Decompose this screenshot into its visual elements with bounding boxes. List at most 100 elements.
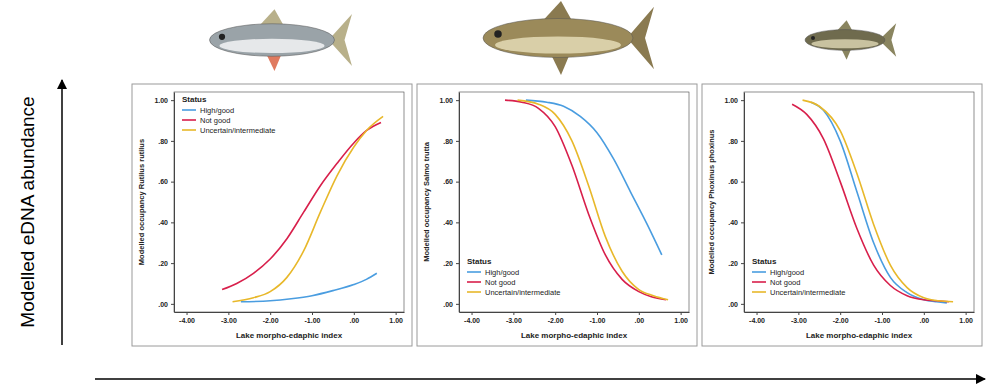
tick-mark	[270, 312, 271, 315]
axis-line	[459, 93, 460, 313]
tick: 1.00	[389, 312, 403, 324]
x-arrow	[95, 378, 985, 380]
tick-mark	[741, 304, 744, 305]
x-axis-title: Lake morpho-edaphic index	[236, 331, 343, 340]
x-axis: -4.00-3.00-2.00-1.00.001.00	[175, 312, 405, 324]
tick-label: -3.00	[221, 317, 237, 324]
tick-label: .40	[728, 219, 738, 226]
tick-label: -1.00	[305, 317, 321, 324]
legend-label: Not good	[200, 116, 230, 125]
tick: .40	[158, 219, 174, 226]
tick-label: .00	[443, 301, 453, 308]
tick: .60	[728, 178, 744, 185]
tick-label: -1.00	[590, 317, 606, 324]
tick-mark	[757, 312, 758, 315]
legend-label: High/good	[200, 106, 234, 115]
fish-body	[483, 19, 633, 58]
tick: .80	[443, 138, 459, 145]
fish-eye	[811, 36, 815, 40]
tick-label: .80	[728, 138, 738, 145]
tick-mark	[924, 312, 925, 315]
tick: -3.00	[221, 312, 237, 324]
series-line	[222, 123, 381, 290]
tick-mark	[597, 312, 598, 315]
axis-line	[174, 93, 175, 313]
tick: -2.00	[548, 312, 564, 324]
axis-line	[460, 312, 690, 313]
tick-label: -3.00	[791, 317, 807, 324]
tick-mark	[513, 312, 514, 315]
series-line	[526, 100, 662, 255]
tick: 1.00	[154, 97, 174, 104]
tick: -4.00	[749, 312, 765, 324]
legend: StatusHigh/goodNot goodUncertain/interme…	[752, 257, 845, 297]
y-axis: .00.20.40.60.801.00	[724, 93, 744, 313]
panel: -4.00-3.00-2.00-1.00.001.00.00.20.40.60.…	[702, 84, 982, 346]
panel: -4.00-3.00-2.00-1.00.001.00.00.20.40.60.…	[132, 84, 412, 346]
tick: -1.00	[305, 312, 321, 324]
tick: .20	[158, 260, 174, 267]
axis-line	[745, 312, 975, 313]
tick-label: .20	[158, 260, 168, 267]
legend-title: Status	[467, 257, 492, 266]
tick: -3.00	[791, 312, 807, 324]
legend-title: Status	[752, 257, 777, 266]
tick: -3.00	[506, 312, 522, 324]
tick-mark	[171, 222, 174, 223]
tick-label: .60	[158, 178, 168, 185]
tick-mark	[741, 263, 744, 264]
axis-line	[175, 312, 405, 313]
x-axis: -4.00-3.00-2.00-1.00.001.00	[745, 312, 975, 324]
tick-label: .40	[158, 219, 168, 226]
legend-swatch	[182, 119, 196, 121]
tick: 1.00	[674, 312, 688, 324]
tick-mark	[456, 263, 459, 264]
tick: .40	[728, 219, 744, 226]
x-axis-title: Lake morpho-edaphic index	[806, 331, 913, 340]
tick-mark	[798, 312, 799, 315]
tick: .20	[443, 260, 459, 267]
tick-mark	[396, 312, 397, 315]
tick-label: .00	[349, 317, 359, 324]
tick: -4.00	[464, 312, 480, 324]
tick-label: 1.00	[724, 97, 738, 104]
tick-label: .00	[158, 301, 168, 308]
tick-mark	[171, 100, 174, 101]
tick-mark	[456, 304, 459, 305]
legend-label: Not good	[485, 278, 515, 287]
tick-label: -3.00	[506, 317, 522, 324]
legend: StatusHigh/goodNot goodUncertain/interme…	[467, 257, 560, 297]
series-line	[518, 100, 669, 300]
figure: Modelled eDNA abundance-4.00-3.00-2.00-1…	[0, 0, 991, 384]
y-arrow	[61, 80, 63, 345]
x-axis-title: Lake morpho-edaphic index	[521, 331, 628, 340]
plot-frame	[174, 92, 404, 312]
plot-area	[792, 100, 953, 303]
legend-swatch	[467, 281, 481, 283]
legend-label: Uncertain/intermediate	[485, 288, 560, 297]
tick-label: -4.00	[464, 317, 480, 324]
legend-swatch	[752, 271, 766, 273]
tick-mark	[882, 312, 883, 315]
panel-frame	[702, 84, 982, 346]
tick: .40	[443, 219, 459, 226]
legend-label: Uncertain/intermediate	[200, 126, 275, 135]
tick-label: .00	[919, 317, 929, 324]
tick-mark	[456, 141, 459, 142]
tick: .60	[443, 178, 459, 185]
fish-eye	[494, 30, 502, 38]
tick-mark	[840, 312, 841, 315]
legend-swatch	[752, 291, 766, 293]
tick-label: -4.00	[179, 317, 195, 324]
axis-line	[744, 93, 745, 313]
fish-illustration	[483, 1, 654, 75]
tick: .00	[158, 301, 174, 308]
tick: .00	[919, 312, 929, 324]
tick-mark	[456, 222, 459, 223]
fish-illustration	[210, 9, 353, 71]
fish-eye	[219, 34, 225, 40]
legend-swatch	[182, 109, 196, 111]
fish-body	[210, 24, 335, 57]
plot-area	[505, 100, 668, 300]
tick-label: .80	[158, 138, 168, 145]
